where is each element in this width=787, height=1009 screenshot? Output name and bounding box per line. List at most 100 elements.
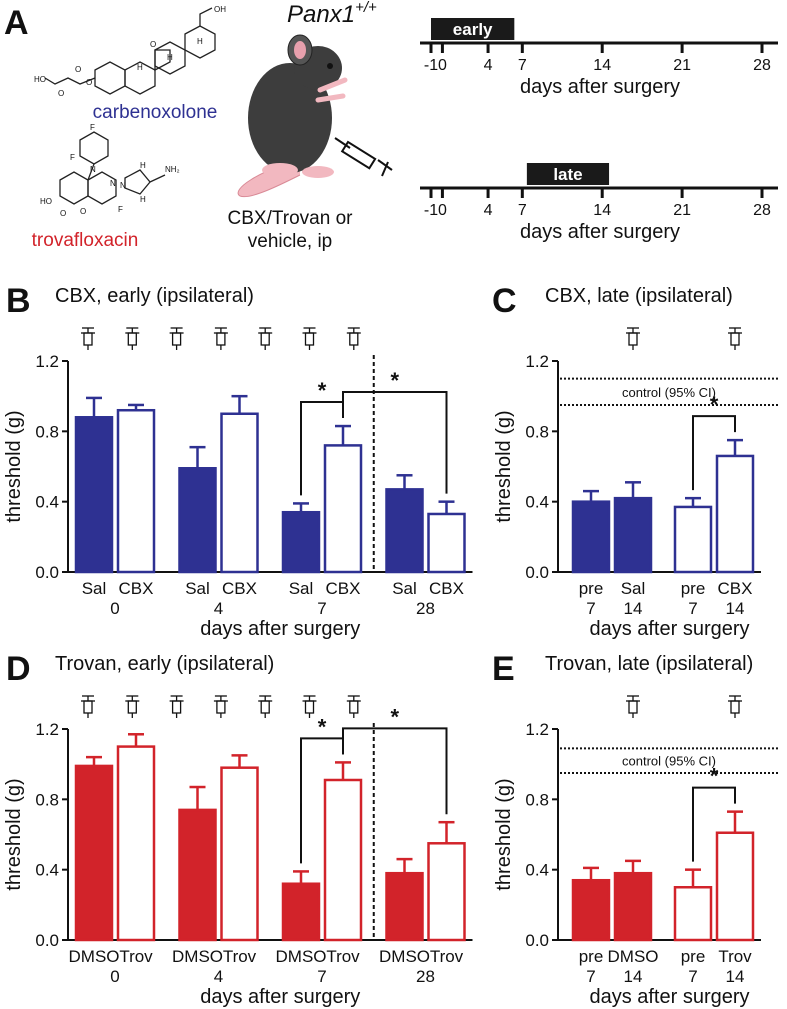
timeline-tick-label: 21 — [673, 202, 691, 219]
bar — [673, 505, 713, 574]
trovafloxacin-structure — [59, 131, 166, 205]
syringe-barrel — [171, 332, 182, 346]
y-axis-label: threshold (g) — [493, 410, 515, 522]
atom-label: H — [137, 63, 143, 72]
trovafloxacin-atoms: F F N N N H H NH₂ HO O O F — [40, 123, 180, 218]
x-tick-label: DMSO — [172, 947, 223, 966]
syringe-barrel — [216, 700, 226, 714]
group-label: 14 — [726, 599, 745, 618]
carbenoxolone-structure — [44, 7, 216, 95]
y-tick-label: 0.0 — [35, 563, 59, 582]
bar — [178, 467, 217, 574]
syringe-barrel — [83, 332, 93, 346]
x-axis-label: days after surgery — [520, 221, 680, 243]
injection-icon — [81, 695, 95, 718]
carbenoxolone-atoms: OH O O HO O O H H H — [34, 5, 226, 98]
x-axis-label: days after surgery — [200, 986, 360, 1008]
x-tick-label: pre — [579, 579, 604, 598]
injection-icon — [213, 327, 228, 350]
group-label: 4 — [214, 599, 223, 618]
significance-label: * — [710, 764, 719, 789]
period-label: late — [553, 165, 582, 184]
y-tick-label: 0.4 — [525, 861, 549, 880]
syringe-barrel — [216, 332, 226, 346]
atom-label: F — [70, 153, 75, 162]
atom-label: N — [120, 181, 126, 190]
y-tick-label: 1.2 — [35, 720, 59, 739]
x-tick-label: Trov — [430, 947, 464, 966]
bar — [613, 871, 653, 942]
genotype-superscript: +/+ — [355, 0, 377, 16]
significance-label: * — [710, 392, 719, 417]
bar — [427, 842, 466, 942]
injection-icon — [346, 327, 361, 350]
syringe-barrel — [349, 332, 359, 346]
y-tick-label: 0.8 — [525, 422, 549, 441]
compound-name: trovafloxacin — [32, 230, 139, 251]
x-axis-label: days after surgery — [589, 618, 749, 640]
x-tick-label: pre — [681, 579, 706, 598]
y-tick-label: 1.2 — [525, 720, 549, 739]
bar — [613, 496, 653, 574]
atom-label: H — [140, 161, 146, 170]
significance-bracket — [692, 415, 736, 491]
syringe-barrel — [83, 700, 93, 714]
period-label: early — [453, 20, 493, 39]
x-tick-label: Trov — [326, 947, 360, 966]
y-tick-label: 0.8 — [525, 790, 549, 809]
reference-label: control (95% CI) — [622, 385, 716, 400]
atom-label: HO — [34, 75, 46, 84]
injection-icon — [728, 327, 742, 350]
group-label: 7 — [317, 599, 326, 618]
x-tick-label: pre — [579, 947, 604, 966]
chart-title: Trovan, early (ipsilateral) — [55, 653, 274, 675]
group-label: 28 — [416, 967, 435, 986]
atom-label: O — [86, 78, 92, 87]
x-tick-label: Sal — [185, 579, 210, 598]
x-tick-label: Sal — [621, 579, 646, 598]
bar — [220, 412, 259, 574]
significance-label: * — [318, 378, 327, 403]
bar — [427, 512, 466, 574]
timeline-tick-label: -1 — [424, 202, 438, 219]
timeline-tick-label: 14 — [593, 57, 611, 74]
timeline-tick-label: 0 — [438, 202, 447, 219]
syringe-illustration — [334, 137, 393, 177]
bar — [571, 878, 611, 942]
atom-label: N — [90, 165, 96, 174]
treatment: CBX/Trovan or — [228, 208, 354, 229]
panel-letter: C — [492, 282, 517, 320]
syringe-barrel — [127, 332, 137, 346]
chart-title: CBX, early (ipsilateral) — [55, 285, 254, 307]
genotype: Panx1+/+ — [287, 0, 377, 28]
injection-icon — [125, 327, 140, 350]
y-tick-label: 0.8 — [35, 422, 59, 441]
atom-label: O — [60, 209, 66, 218]
bar — [74, 764, 114, 942]
panel-letter: B — [6, 282, 31, 320]
y-tick-label: 1.2 — [525, 352, 549, 371]
mouse-illustration — [237, 34, 348, 198]
x-tick-label: DMSO — [379, 947, 430, 966]
panel-letter: D — [6, 650, 31, 688]
y-tick-label: 0.8 — [35, 790, 59, 809]
bar — [571, 500, 611, 574]
y-tick-label: 0.4 — [35, 493, 59, 512]
y-axis-label: threshold (g) — [3, 778, 25, 890]
x-tick-label: DMSO — [69, 947, 120, 966]
syringe-barrel — [628, 700, 638, 714]
panel-letter: A — [4, 4, 29, 42]
x-tick-label: DMSO — [276, 947, 327, 966]
x-axis-label: days after surgery — [589, 986, 749, 1008]
x-tick-label: DMSO — [608, 947, 659, 966]
x-axis-label: days after surgery — [520, 76, 680, 98]
chart-title: Trovan, late (ipsilateral) — [545, 653, 753, 675]
group-label: 7 — [586, 599, 595, 618]
group-label: 7 — [688, 967, 697, 986]
x-tick-label: CBX — [429, 579, 464, 598]
atom-label: NH₂ — [165, 165, 180, 174]
timeline-tick-label: 14 — [593, 202, 611, 219]
y-tick-label: 0.0 — [35, 931, 59, 950]
syringe-barrel — [349, 700, 359, 714]
